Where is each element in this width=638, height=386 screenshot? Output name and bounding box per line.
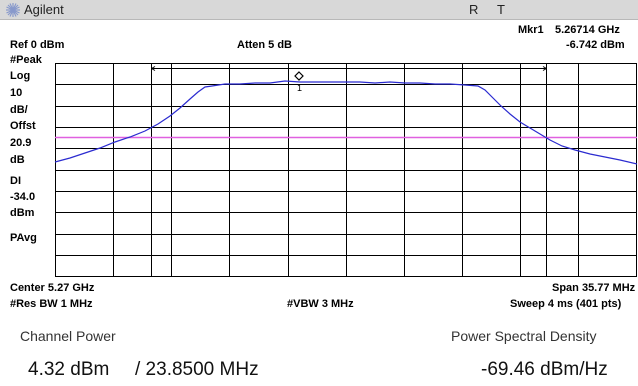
scale-type: Log (10, 70, 31, 82)
reference-level: Ref 0 dBm (10, 39, 65, 51)
marker-number: 1 (297, 83, 302, 93)
attenuation: Atten 5 dB (237, 39, 292, 51)
display-line-label: DI (10, 175, 21, 187)
channel-power-value: 4.32 dBm (28, 359, 110, 380)
center-frequency: Center 5.27 GHz (10, 282, 95, 294)
marker-frequency: 5.26714 GHz (555, 24, 620, 36)
diamond-marker-icon (294, 71, 304, 81)
offset-value: 20.9 (10, 137, 32, 149)
marker-amplitude: -6.742 dBm (566, 39, 625, 51)
scale-value: 10 (10, 87, 23, 99)
trigger-indicator: T (497, 2, 505, 17)
psd-label: Power Spectral Density (451, 328, 597, 344)
sweep-time: Sweep 4 ms (401 pts) (510, 298, 622, 310)
title-bar: Agilent R T (0, 0, 638, 20)
display-line-value: -34.0 (10, 191, 36, 203)
spectrum-trace (54, 80, 638, 165)
brand-label: Agilent (24, 2, 64, 17)
remote-indicator: R (469, 2, 479, 17)
marker-readout-label: Mkr1 (518, 24, 544, 36)
offset-label: Offst (10, 120, 36, 132)
channel-bandwidth-bracket (151, 63, 547, 276)
offset-unit: dB (10, 154, 25, 166)
detector-mode: #Peak (10, 54, 42, 66)
display-line-unit: dBm (10, 207, 35, 219)
graticule (55, 63, 637, 277)
channel-power-label: Channel Power (20, 328, 116, 344)
channel-bandwidth-value: / 23.8500 MHz (135, 359, 259, 380)
video-bandwidth: #VBW 3 MHz (287, 298, 354, 310)
agilent-spark-icon (6, 3, 20, 17)
average-type: PAvg (10, 232, 37, 244)
scale-unit: dB/ (10, 104, 28, 116)
psd-value: -69.46 dBm/Hz (481, 359, 608, 380)
resolution-bandwidth: #Res BW 1 MHz (10, 298, 93, 310)
span: Span 35.77 MHz (552, 282, 636, 294)
